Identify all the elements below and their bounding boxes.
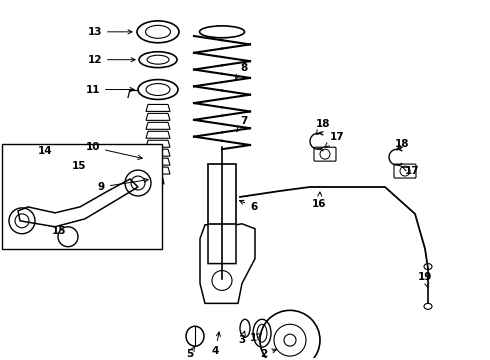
Text: 17: 17	[402, 166, 419, 176]
Text: 8: 8	[236, 63, 247, 79]
Text: 12: 12	[88, 55, 135, 65]
Text: 9: 9	[98, 178, 148, 192]
Text: 19: 19	[418, 271, 432, 288]
Text: 1: 1	[250, 333, 261, 343]
Text: 14: 14	[38, 146, 52, 156]
Text: 13: 13	[88, 27, 132, 37]
Text: 16: 16	[312, 192, 326, 209]
Text: 3: 3	[238, 331, 245, 345]
Text: 5: 5	[186, 346, 195, 359]
Text: 2: 2	[260, 349, 276, 359]
Text: 18: 18	[316, 119, 330, 135]
Text: 15: 15	[52, 226, 67, 236]
Text: 17: 17	[325, 132, 344, 147]
Text: 6: 6	[240, 201, 257, 212]
Text: 11: 11	[85, 85, 134, 95]
Text: 4: 4	[211, 332, 220, 356]
Bar	[2, 144, 162, 249]
Text: 15: 15	[72, 161, 87, 171]
Text: 10: 10	[85, 142, 142, 159]
Text: 7: 7	[237, 116, 247, 131]
Text: 18: 18	[395, 139, 410, 149]
